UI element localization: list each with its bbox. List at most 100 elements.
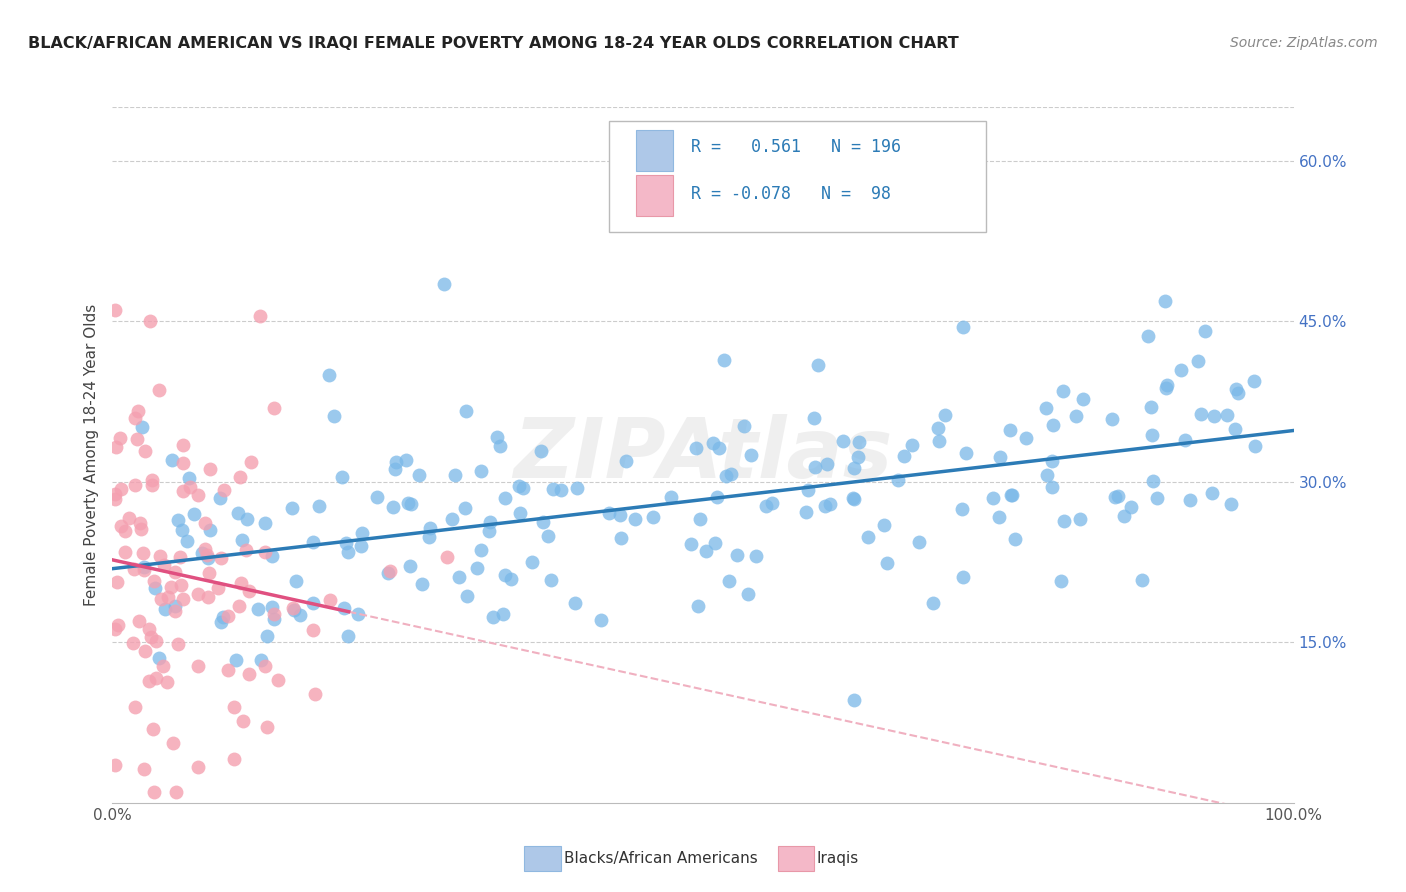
- Point: [988, 450, 1011, 464]
- Point: [197, 591, 219, 605]
- Point: [1004, 532, 1026, 546]
- Point: [901, 438, 924, 452]
- Point: [685, 442, 707, 456]
- Point: [713, 353, 735, 368]
- Point: [131, 420, 153, 434]
- Point: [209, 491, 232, 505]
- Point: [187, 760, 209, 774]
- Point: [1114, 508, 1136, 523]
- Point: [842, 491, 865, 505]
- Text: Source: ZipAtlas.com: Source: ZipAtlas.com: [1230, 36, 1378, 50]
- Point: [1107, 489, 1129, 503]
- Point: [987, 510, 1010, 524]
- Point: [508, 479, 530, 493]
- Text: Blacks/African Americans: Blacks/African Americans: [564, 852, 758, 866]
- Point: [145, 633, 167, 648]
- Point: [238, 584, 260, 599]
- Point: [481, 610, 503, 624]
- Point: [166, 637, 188, 651]
- Point: [304, 687, 326, 701]
- Point: [564, 596, 586, 610]
- Point: [235, 542, 257, 557]
- Point: [591, 613, 613, 627]
- Point: [614, 454, 637, 468]
- Point: [149, 549, 172, 563]
- Point: [381, 500, 404, 515]
- Point: [118, 510, 141, 524]
- Point: [846, 450, 869, 464]
- Point: [702, 435, 724, 450]
- Point: [366, 490, 388, 504]
- Point: [706, 490, 728, 504]
- Point: [143, 581, 166, 595]
- Point: [509, 507, 531, 521]
- Text: BLACK/AFRICAN AMERICAN VS IRAQI FEMALE POVERTY AMONG 18-24 YEAR OLDS CORRELATION: BLACK/AFRICAN AMERICAN VS IRAQI FEMALE P…: [28, 36, 959, 51]
- Point: [512, 481, 534, 495]
- Point: [187, 488, 209, 502]
- Point: [228, 506, 250, 520]
- Point: [955, 445, 977, 459]
- Point: [142, 574, 165, 588]
- Point: [478, 524, 501, 538]
- Point: [384, 462, 406, 476]
- Point: [378, 564, 401, 578]
- Point: [207, 582, 229, 596]
- Point: [122, 636, 145, 650]
- Point: [231, 576, 253, 591]
- Point: [541, 482, 564, 496]
- Point: [132, 546, 155, 560]
- Point: [745, 549, 768, 564]
- Point: [396, 496, 419, 510]
- Text: Iraqis: Iraqis: [817, 852, 859, 866]
- Point: [928, 434, 950, 449]
- Point: [609, 508, 631, 523]
- Point: [856, 530, 879, 544]
- Point: [1104, 490, 1126, 504]
- Point: [176, 533, 198, 548]
- Point: [1180, 493, 1202, 508]
- Text: ZIPAtlas: ZIPAtlas: [513, 415, 893, 495]
- Point: [138, 674, 160, 689]
- Point: [187, 587, 209, 601]
- Point: [134, 444, 156, 458]
- Point: [127, 404, 149, 418]
- Point: [695, 543, 717, 558]
- Point: [818, 497, 841, 511]
- Point: [177, 471, 200, 485]
- Point: [1189, 407, 1212, 421]
- Point: [1119, 500, 1142, 514]
- Point: [347, 607, 370, 621]
- Point: [529, 444, 551, 458]
- Point: [335, 536, 357, 550]
- Point: [139, 631, 162, 645]
- Point: [104, 487, 127, 501]
- Point: [704, 536, 727, 550]
- Point: [470, 542, 492, 557]
- Point: [124, 478, 146, 492]
- Point: [399, 558, 422, 573]
- Point: [128, 614, 150, 628]
- Point: [470, 464, 492, 478]
- Point: [488, 439, 510, 453]
- Point: [122, 562, 145, 576]
- Point: [761, 496, 783, 510]
- Point: [229, 470, 252, 484]
- Point: [1173, 434, 1195, 448]
- Point: [283, 603, 305, 617]
- Point: [145, 671, 167, 685]
- Point: [162, 735, 184, 749]
- Point: [384, 455, 406, 469]
- Point: [330, 470, 353, 484]
- Point: [217, 608, 239, 623]
- Point: [107, 618, 129, 632]
- Point: [172, 523, 194, 537]
- Point: [336, 545, 359, 559]
- Point: [148, 384, 170, 398]
- Point: [1201, 486, 1223, 500]
- Point: [1225, 422, 1247, 436]
- Point: [876, 556, 898, 570]
- Point: [443, 468, 465, 483]
- Point: [260, 600, 283, 615]
- Point: [232, 714, 254, 728]
- Point: [148, 650, 170, 665]
